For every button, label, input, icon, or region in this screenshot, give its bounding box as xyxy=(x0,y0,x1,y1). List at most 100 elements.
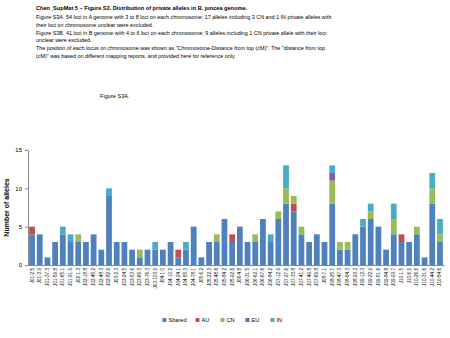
tick: J02-82.9 xyxy=(106,265,111,286)
legend-swatch xyxy=(196,318,200,322)
tick-label: J09-51.6 xyxy=(376,268,381,286)
bar xyxy=(37,234,43,235)
bar xyxy=(68,234,74,242)
bar xyxy=(383,249,389,250)
bar xyxy=(360,219,366,227)
tick: J10-26.6 xyxy=(414,265,419,286)
bar xyxy=(98,249,104,250)
bar xyxy=(352,234,358,235)
bar xyxy=(275,211,281,212)
y-axis: 051015 xyxy=(15,147,28,268)
bar xyxy=(29,226,35,227)
bar xyxy=(122,242,128,243)
bar xyxy=(206,242,212,243)
bar xyxy=(168,242,174,243)
bar xyxy=(168,242,174,243)
tick-label: J04-1.0 xyxy=(160,268,165,284)
tick: J05-92.6 xyxy=(230,265,235,286)
bar xyxy=(275,211,281,219)
bar xyxy=(406,242,412,243)
bar xyxy=(314,234,320,235)
tick: J01-91.9 xyxy=(68,265,73,286)
tick: 5 xyxy=(19,224,28,230)
bar xyxy=(37,234,43,235)
bar xyxy=(45,257,51,258)
bar xyxy=(422,257,428,258)
bar xyxy=(198,257,204,258)
bar xyxy=(129,249,135,250)
bar xyxy=(214,234,220,242)
bar xyxy=(237,226,243,227)
bar xyxy=(198,257,204,258)
tick: J01-65.1 xyxy=(60,265,65,286)
bar xyxy=(383,249,389,250)
tick-label: J07-41.2 xyxy=(299,268,304,286)
tick: J03-76.3 xyxy=(145,265,150,286)
bar xyxy=(322,242,328,265)
bar xyxy=(406,242,412,243)
bar xyxy=(314,234,320,235)
bar xyxy=(137,249,143,250)
bar xyxy=(291,204,297,212)
tick-label: J04-55.3 xyxy=(183,268,188,286)
bar xyxy=(437,234,443,242)
legend: SharedAUCNEUIN xyxy=(163,317,283,323)
tick: J01-2.5 xyxy=(30,265,35,283)
tick: J04-1.0 xyxy=(160,265,165,283)
bar xyxy=(352,234,358,235)
legend-swatch xyxy=(246,318,250,322)
tick-label: J05-6.2 xyxy=(199,268,204,284)
bar xyxy=(98,249,104,250)
bar xyxy=(391,219,397,234)
tick-label: J10-44.2 xyxy=(430,268,435,286)
tick: J02-1.3 xyxy=(76,265,81,283)
tick-label: J07-12.9 xyxy=(276,268,281,286)
bar xyxy=(37,234,43,265)
tick: J05-6.2 xyxy=(199,265,204,283)
tick-label: J01-3.9 xyxy=(37,268,42,284)
axis-line xyxy=(25,151,29,266)
tick-label: J08-25.7 xyxy=(330,268,335,286)
tick: J03-66.3 xyxy=(137,265,142,286)
bar xyxy=(352,234,358,235)
bar xyxy=(376,226,382,227)
tick-label: J09-12.3 xyxy=(360,268,365,286)
bar xyxy=(291,196,297,197)
bar xyxy=(406,242,412,243)
tick-label: J09-22.9 xyxy=(368,268,373,286)
bar xyxy=(29,226,35,227)
tick-label: J08-64.3 xyxy=(345,268,350,286)
bar xyxy=(75,234,81,235)
bar xyxy=(414,226,420,227)
tick-label: J06-31.5 xyxy=(245,268,250,286)
bar xyxy=(75,242,81,265)
bar xyxy=(222,219,228,220)
tick: J03-24.5 xyxy=(122,265,127,286)
series xyxy=(75,181,443,258)
tick-label: J07-33.8 xyxy=(291,268,296,286)
tick-label: J03-103.9 xyxy=(153,268,158,289)
bar xyxy=(122,242,128,243)
legend-label: IN xyxy=(277,317,283,323)
bar xyxy=(60,227,66,235)
legend-label: Shared xyxy=(169,317,187,323)
bar xyxy=(175,249,181,250)
bar xyxy=(37,234,43,235)
tick-label: J02-18.8 xyxy=(83,268,88,286)
legend-swatch xyxy=(271,318,275,322)
series xyxy=(60,165,443,249)
bar xyxy=(183,250,189,265)
bar xyxy=(191,226,197,227)
tick-label: J05-84.2 xyxy=(222,268,227,286)
tick-label: J01-91.9 xyxy=(68,268,73,286)
bar xyxy=(229,242,235,265)
tick: J08-64.3 xyxy=(345,265,350,286)
bar xyxy=(222,219,228,220)
tick-label: J01-59.8 xyxy=(53,268,58,286)
tick: J02-48.3 xyxy=(99,265,104,286)
tick: J10-54.6 xyxy=(437,265,442,286)
bar xyxy=(168,242,174,243)
bar xyxy=(245,242,251,243)
bar xyxy=(345,242,351,243)
tick: J01-59.8 xyxy=(53,265,58,286)
